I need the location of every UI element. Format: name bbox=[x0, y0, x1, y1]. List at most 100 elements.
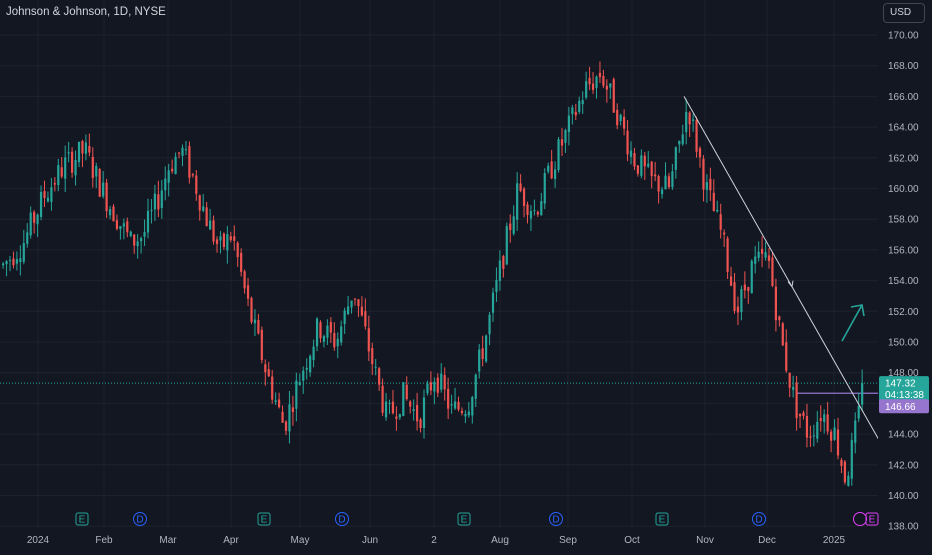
candle-body bbox=[409, 401, 412, 407]
candle-body bbox=[626, 130, 629, 155]
candle-body bbox=[605, 85, 608, 90]
candle-body bbox=[343, 310, 346, 324]
candle-body bbox=[798, 413, 802, 417]
trend-line[interactable] bbox=[683, 96, 881, 443]
candle-body bbox=[119, 226, 122, 230]
earnings-marker-icon[interactable] bbox=[655, 512, 669, 526]
candle-body bbox=[836, 429, 840, 456]
candle-body bbox=[543, 173, 546, 204]
candle-body bbox=[674, 147, 677, 170]
candle-body bbox=[564, 130, 567, 143]
time-axis-label: Nov bbox=[696, 535, 714, 546]
candle-body bbox=[685, 111, 688, 133]
candle-body bbox=[126, 221, 129, 233]
candle-body bbox=[371, 348, 374, 365]
candle-body bbox=[202, 206, 205, 211]
time-axis-label: Apr bbox=[223, 535, 239, 546]
dividend-marker-icon[interactable] bbox=[133, 512, 147, 526]
symbol-title[interactable]: Johnson & Johnson, 1D, NYSE bbox=[6, 6, 166, 18]
candle-body bbox=[378, 368, 381, 385]
candle-body bbox=[84, 142, 87, 154]
candle-body bbox=[364, 311, 367, 327]
candle-body bbox=[826, 414, 829, 432]
candle-body bbox=[550, 161, 553, 179]
price-tick-label: 162.00 bbox=[888, 153, 919, 164]
candle-body bbox=[150, 209, 153, 211]
candle-body bbox=[43, 191, 46, 198]
dividend-marker-icon[interactable] bbox=[335, 512, 349, 526]
candle-body bbox=[98, 169, 101, 197]
candle-body bbox=[830, 431, 833, 441]
earnings-marker-icon[interactable] bbox=[257, 512, 271, 526]
candle-body bbox=[502, 256, 505, 269]
candle-body bbox=[540, 201, 543, 216]
candle-body bbox=[688, 112, 691, 125]
candle-body bbox=[395, 416, 398, 419]
candle-body bbox=[174, 156, 177, 175]
split-marker-icon[interactable] bbox=[853, 512, 867, 526]
horizontal-level-line[interactable] bbox=[0, 382, 878, 394]
price-tick-label: 154.00 bbox=[888, 276, 919, 287]
candle-body bbox=[816, 421, 819, 439]
candle-body bbox=[547, 165, 550, 172]
candle-body bbox=[723, 232, 726, 235]
time-axis[interactable]: 2024 Feb Mar Apr May Jun 2 Aug Sep Oct Nov Dec 2025 bbox=[0, 528, 878, 550]
candle-body bbox=[861, 383, 864, 405]
candle-body bbox=[419, 419, 422, 428]
candle-body bbox=[64, 157, 67, 179]
candle-body bbox=[288, 404, 291, 432]
dividend-marker-icon[interactable] bbox=[549, 512, 563, 526]
candle-body bbox=[602, 76, 605, 86]
time-axis-label: Dec bbox=[758, 535, 776, 546]
event-marker-letter: E bbox=[869, 515, 876, 526]
up-arrow-icon[interactable] bbox=[841, 304, 863, 342]
candle-body bbox=[754, 256, 757, 264]
candle-body bbox=[5, 261, 8, 265]
candle-body bbox=[467, 411, 470, 416]
candle-body bbox=[578, 100, 581, 113]
candle-body bbox=[795, 382, 798, 419]
time-axis-label: Aug bbox=[491, 535, 509, 546]
candle-body bbox=[405, 384, 408, 400]
candle-body bbox=[495, 279, 498, 292]
dividend-marker-icon[interactable] bbox=[752, 512, 766, 526]
drawings[interactable] bbox=[683, 96, 881, 443]
candle-body bbox=[398, 414, 401, 418]
candle-body bbox=[850, 440, 853, 479]
candle-body bbox=[246, 285, 250, 299]
candle-body bbox=[788, 372, 791, 388]
candle-body bbox=[222, 233, 225, 247]
price-tick-label: 158.00 bbox=[888, 215, 919, 226]
candle-body bbox=[326, 325, 329, 338]
price-axis[interactable]: 170.00 168.00 166.00 164.00 162.00 160.00 158.… bbox=[878, 0, 932, 550]
currency-button[interactable]: USD bbox=[883, 3, 925, 23]
candle-body bbox=[612, 79, 615, 113]
earnings-upcoming-marker-icon[interactable] bbox=[865, 512, 879, 526]
candle-body bbox=[29, 212, 32, 236]
candle-body bbox=[457, 401, 460, 410]
candle-body bbox=[233, 236, 236, 241]
candle-body bbox=[167, 170, 170, 183]
time-axis-label: Oct bbox=[624, 535, 640, 546]
candle-body bbox=[422, 397, 426, 428]
earnings-marker-icon[interactable] bbox=[457, 512, 471, 526]
current-price-badge bbox=[879, 376, 929, 403]
candle-body bbox=[726, 238, 729, 272]
candle-body bbox=[60, 167, 63, 177]
candle-body bbox=[416, 405, 419, 422]
candle-body bbox=[340, 326, 343, 343]
candle-body bbox=[785, 342, 788, 371]
candle-body bbox=[253, 319, 257, 324]
candle-body bbox=[108, 209, 112, 216]
candle-body bbox=[471, 397, 474, 416]
candle-body bbox=[695, 119, 698, 152]
level-price-badge[interactable] bbox=[879, 399, 929, 414]
time-axis-label: 2024 bbox=[27, 535, 50, 546]
candle-body bbox=[240, 252, 243, 272]
earnings-marker-icon[interactable] bbox=[75, 512, 89, 526]
candle-body bbox=[750, 260, 753, 294]
event-marker-letter: D bbox=[338, 515, 345, 526]
